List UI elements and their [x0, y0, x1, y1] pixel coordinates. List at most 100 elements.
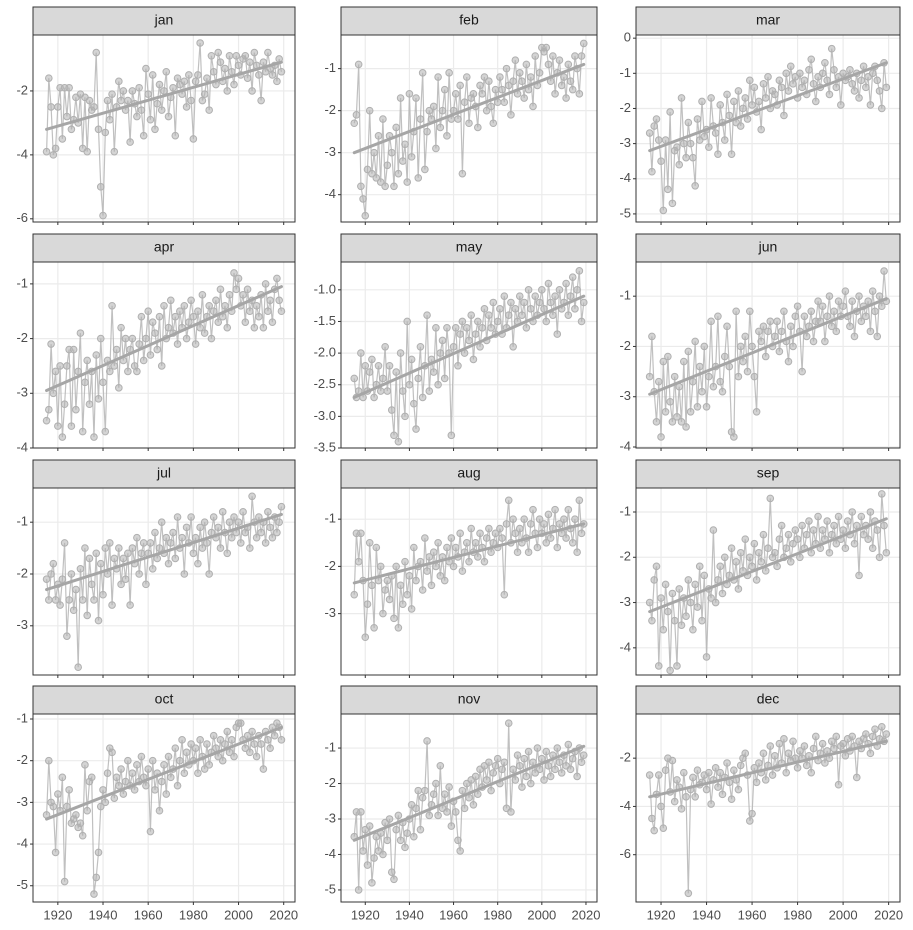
- data-point: [221, 64, 229, 73]
- data-point: [135, 83, 143, 92]
- data-point: [491, 761, 500, 770]
- data-point: [720, 352, 729, 361]
- data-point: [777, 521, 786, 530]
- data-point: [85, 554, 94, 563]
- data-point: [789, 737, 797, 746]
- data-point: [661, 580, 670, 589]
- data-point: [759, 322, 768, 331]
- data-point: [148, 318, 157, 326]
- data-point: [196, 323, 204, 332]
- data-point: [365, 368, 374, 376]
- data-point: [877, 104, 886, 113]
- data-point: [105, 115, 114, 124]
- data-point: [365, 106, 374, 115]
- x-tick-label: 2000: [224, 907, 253, 922]
- data-point: [720, 136, 729, 144]
- data-point: [248, 492, 256, 501]
- data-point: [723, 759, 731, 767]
- data-point: [128, 87, 137, 95]
- data-point: [458, 567, 467, 575]
- data-point: [645, 372, 654, 381]
- data-point: [49, 559, 58, 568]
- data-point: [529, 102, 537, 111]
- data-point: [81, 761, 89, 769]
- data-point: [560, 73, 568, 81]
- panel: -1 -2 -3 -4 apr: [16, 233, 296, 454]
- data-point: [155, 80, 164, 89]
- y-tick-label: -3.0: [314, 408, 336, 423]
- panel: -1 -2 -3 -4 -5 nov: [324, 685, 598, 903]
- data-point: [504, 719, 513, 728]
- data-point: [403, 590, 412, 599]
- data-point: [429, 102, 438, 111]
- data-point: [542, 538, 551, 547]
- data-point: [105, 539, 114, 547]
- data-point: [702, 785, 711, 794]
- data-point: [568, 273, 577, 281]
- data-point: [191, 77, 200, 86]
- data-point: [259, 323, 268, 332]
- data-point: [859, 62, 868, 71]
- strip-title: mar: [756, 12, 780, 28]
- data-point: [718, 387, 727, 396]
- data-point: [185, 71, 193, 79]
- data-point: [500, 758, 509, 767]
- data-point: [230, 752, 238, 761]
- data-point: [117, 323, 125, 332]
- data-point: [857, 317, 866, 326]
- data-point: [827, 530, 836, 539]
- data-point: [705, 768, 713, 777]
- data-point: [748, 101, 756, 109]
- data-point: [110, 794, 119, 803]
- data-point: [173, 513, 182, 521]
- data-point: [807, 768, 816, 777]
- data-point: [718, 790, 727, 799]
- data-point: [58, 773, 67, 782]
- data-point: [575, 496, 584, 505]
- data-point: [69, 606, 78, 615]
- data-point: [209, 513, 218, 521]
- data-point: [659, 357, 668, 366]
- data-point: [859, 530, 868, 539]
- data-point: [834, 297, 843, 306]
- y-tick-label: 0: [624, 30, 631, 45]
- data-point: [99, 378, 107, 387]
- data-point: [99, 786, 107, 794]
- data-point: [403, 178, 412, 186]
- data-point: [200, 518, 209, 526]
- data-point: [101, 798, 110, 807]
- data-point: [81, 378, 89, 387]
- data-point: [830, 307, 838, 316]
- data-point: [766, 494, 775, 503]
- data-point: [657, 594, 665, 602]
- data-point: [469, 801, 478, 809]
- data-point: [748, 342, 756, 351]
- data-point: [827, 322, 836, 331]
- data-point: [248, 727, 256, 736]
- data-point: [827, 737, 836, 746]
- data-point: [236, 539, 245, 547]
- data-point: [230, 80, 238, 89]
- data-point: [515, 69, 524, 77]
- y-tick-label: -4: [619, 438, 631, 453]
- data-point: [357, 529, 365, 538]
- data-point: [230, 269, 238, 277]
- data-point: [866, 508, 875, 516]
- data-point: [515, 761, 524, 770]
- data-point: [748, 809, 756, 818]
- data-point: [485, 77, 493, 86]
- data-point: [670, 797, 679, 806]
- data-point: [105, 367, 114, 376]
- data-point: [359, 847, 367, 855]
- data-point: [387, 148, 396, 157]
- data-point: [520, 298, 528, 307]
- data-point: [702, 402, 711, 411]
- y-tick-label: -5: [16, 877, 28, 892]
- data-point: [571, 52, 579, 60]
- data-point: [381, 182, 389, 191]
- data-point: [410, 543, 418, 552]
- data-point: [139, 356, 148, 365]
- data-point: [144, 307, 152, 316]
- data-point: [489, 769, 498, 777]
- data-point: [401, 843, 409, 852]
